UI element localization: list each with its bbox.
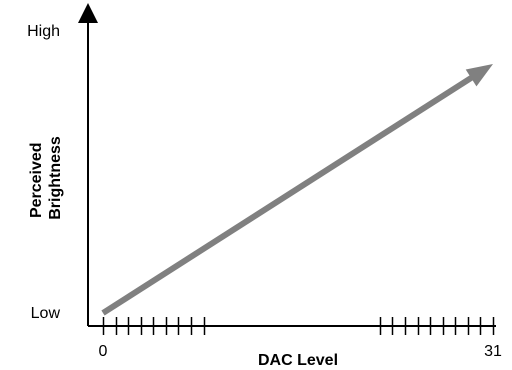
series-line-0	[101, 74, 475, 316]
x-ticks	[102, 317, 495, 335]
series-layer	[101, 63, 493, 316]
x-tick-label-31: 31	[484, 343, 502, 360]
x-tick-label-0: 0	[99, 343, 108, 360]
y-axis-title-line-2: Brightness	[47, 136, 64, 220]
y-label-high: High	[27, 23, 60, 40]
x-axis-title: DAC Level	[258, 352, 338, 369]
y-label-low: Low	[31, 305, 61, 322]
y-axis-title-line-1: Perceived	[28, 142, 45, 218]
series-arrowhead-0	[465, 63, 493, 87]
y-axis-title: Perceived Brightness	[28, 136, 64, 220]
